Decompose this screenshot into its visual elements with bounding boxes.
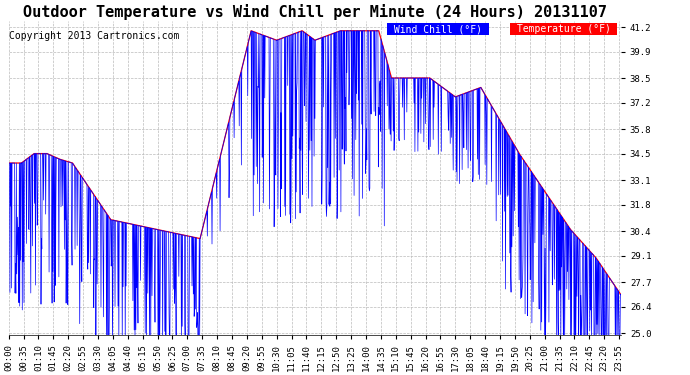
- Text: Wind Chill (°F): Wind Chill (°F): [388, 24, 488, 34]
- Text: Copyright 2013 Cartronics.com: Copyright 2013 Cartronics.com: [9, 31, 179, 41]
- Title: Outdoor Temperature vs Wind Chill per Minute (24 Hours) 20131107: Outdoor Temperature vs Wind Chill per Mi…: [23, 4, 607, 20]
- Text: Temperature (°F): Temperature (°F): [511, 24, 616, 34]
